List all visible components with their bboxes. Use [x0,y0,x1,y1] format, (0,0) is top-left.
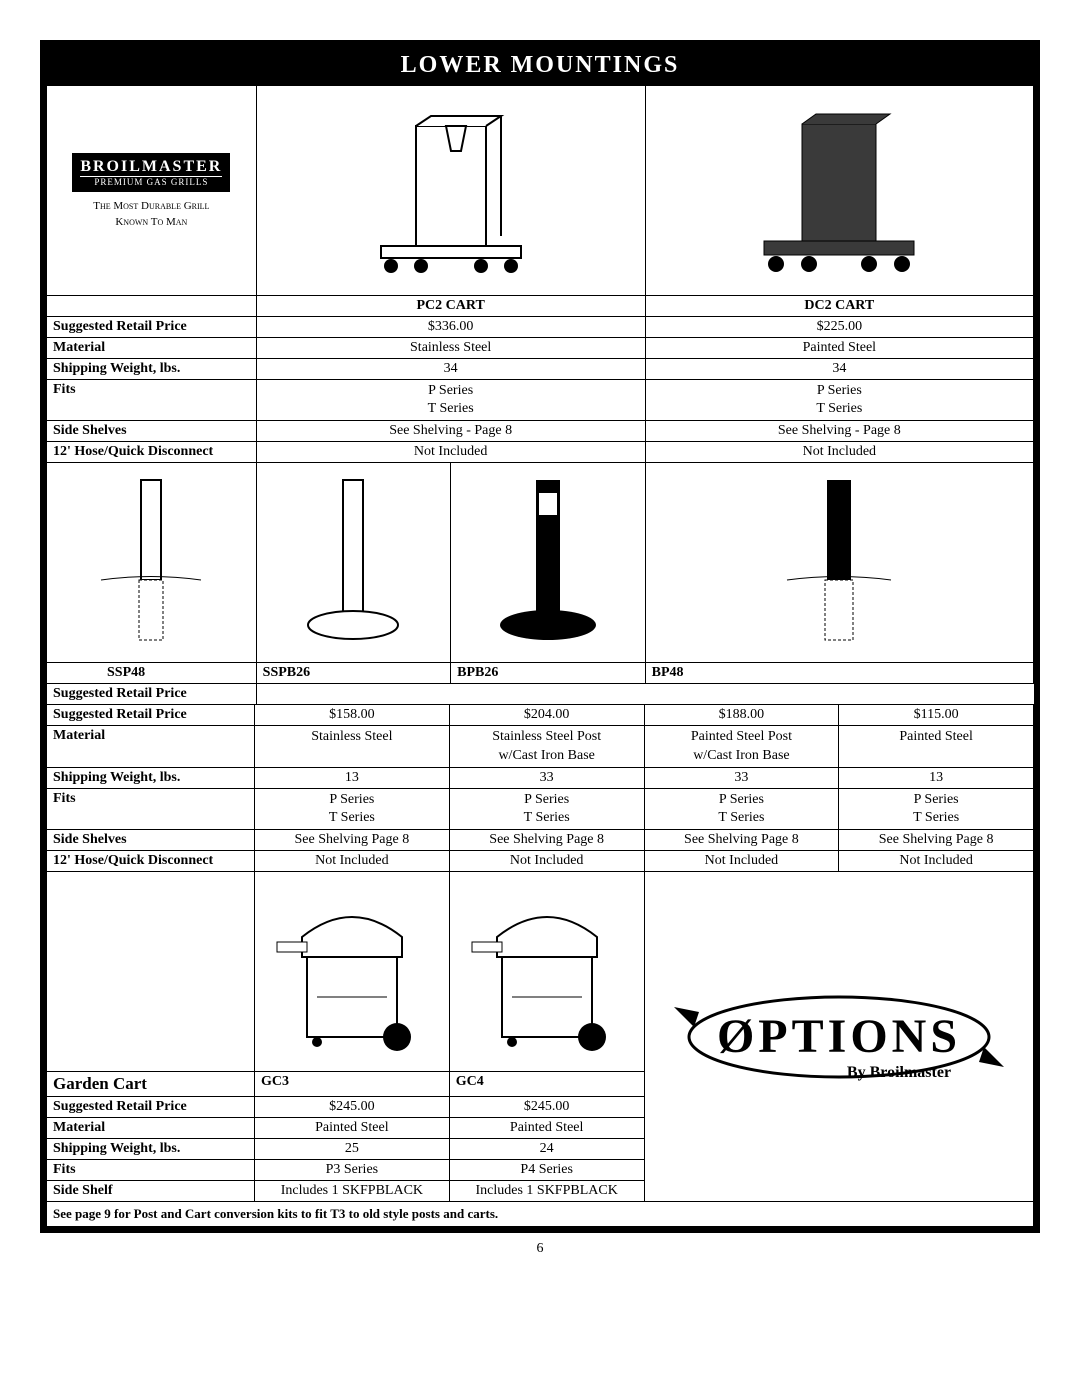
gc3-image [254,872,449,1072]
page-frame: LOWER MOUNTINGS BROILMASTER PREMIUM GAS … [40,40,1040,1233]
sspb26-image [256,463,450,663]
svg-text:ØPTIONS: ØPTIONS [717,1010,961,1063]
bp48-image [645,463,1033,663]
ssp48-image [47,463,257,663]
empty-cell [47,872,255,1072]
footnote: See page 9 for Post and Cart conversion … [47,1202,1034,1227]
dc2-cart-image [645,86,1033,296]
catalog-table: BROILMASTER PREMIUM GAS GRILLS The Most … [46,85,1034,705]
bpb26-image [451,463,645,663]
section-title: LOWER MOUNTINGS [46,46,1034,85]
gc4-image [449,872,644,1072]
catalog-table-s2: Suggested Retail Price $158.00 $204.00 $… [46,704,1034,1227]
options-logo: ØPTIONS By Broilmaster [644,872,1033,1202]
svg-text:By Broilmaster: By Broilmaster [847,1064,951,1081]
pc2-cart-image [256,86,645,296]
page-number: 6 [40,1241,1040,1257]
brand-logo: BROILMASTER PREMIUM GAS GRILLS [72,153,230,192]
brand-cell: BROILMASTER PREMIUM GAS GRILLS The Most … [47,86,257,296]
